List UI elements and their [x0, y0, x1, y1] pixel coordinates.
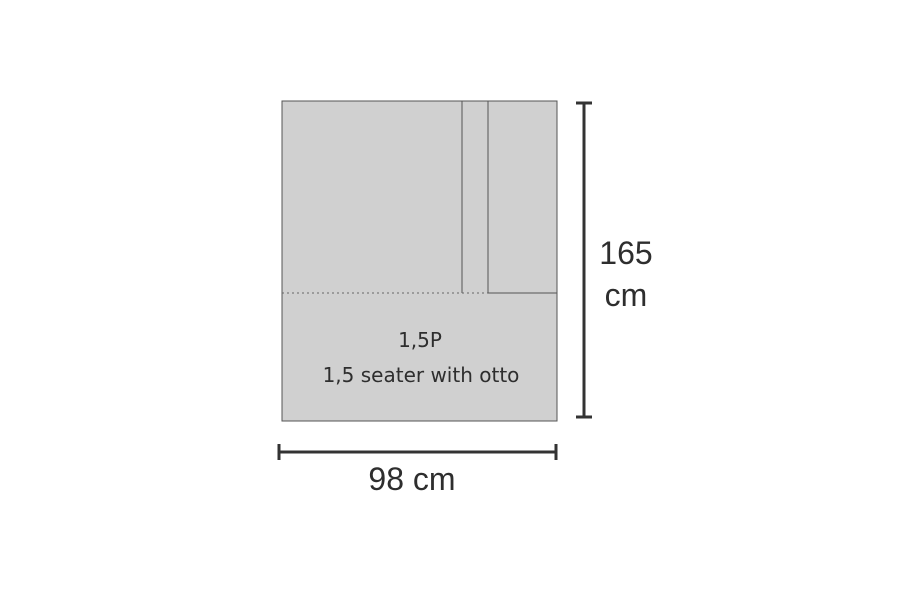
width-label: 98 cm	[368, 461, 455, 497]
product-description: 1,5 seater with otto	[323, 363, 520, 387]
height-value-label: 165	[599, 235, 652, 271]
height-unit-label: cm	[605, 277, 648, 313]
sofa-outline	[281, 100, 558, 422]
sofa-shape: 1,5P 1,5 seater with otto	[281, 100, 558, 422]
height-dimension: 165 cm	[576, 101, 653, 419]
width-dimension: 98 cm	[277, 444, 558, 497]
product-code: 1,5P	[398, 328, 442, 352]
